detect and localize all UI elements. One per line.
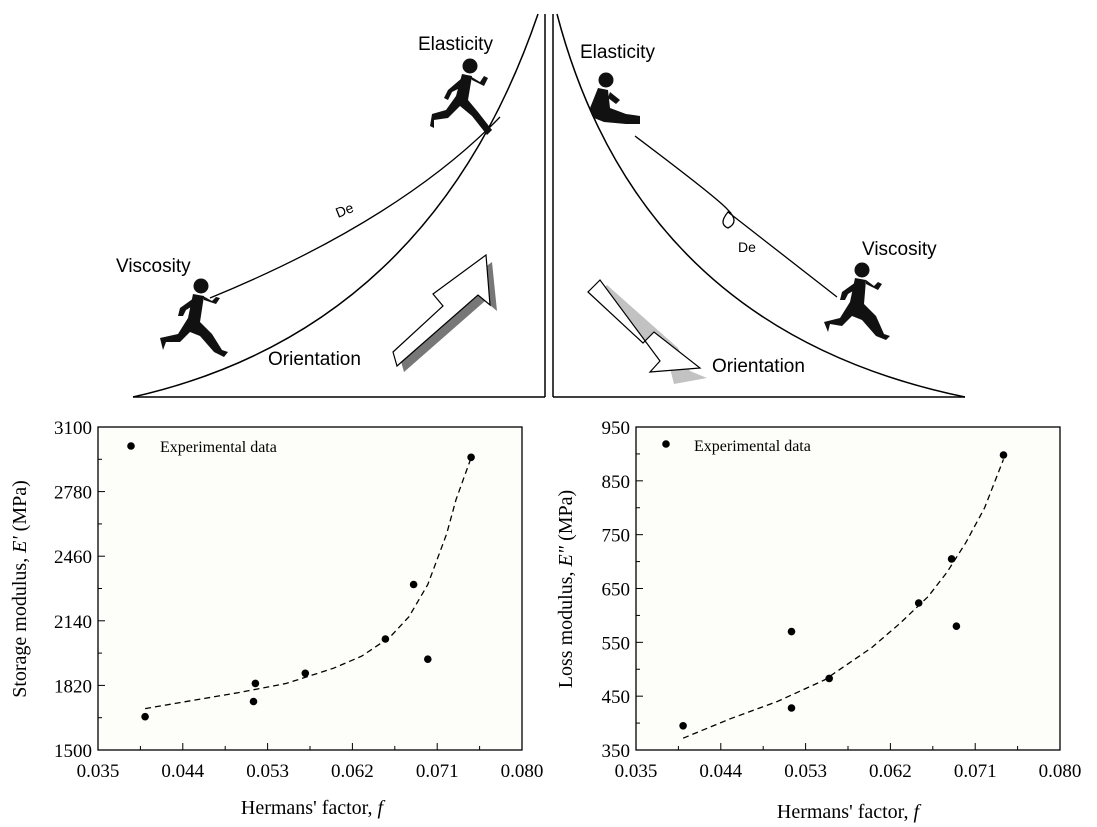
chart-frame xyxy=(635,426,1061,751)
legend-label: Experimental data xyxy=(694,438,811,455)
right-arrow-label: Orientation xyxy=(712,356,805,377)
y-axis-label: Storage modulus, E' (MPa) xyxy=(9,480,31,698)
up-arrow-icon xyxy=(392,253,491,368)
x-tick-label: 0.062 xyxy=(869,761,912,782)
left-inner-curve xyxy=(209,116,501,299)
right-inner-curve xyxy=(634,135,838,298)
x-tick-label: 0.053 xyxy=(246,761,289,782)
x-tick-label: 0.071 xyxy=(416,761,459,782)
y-tick-label: 2140 xyxy=(54,612,92,633)
y-tick-label: 1500 xyxy=(54,741,92,762)
fit-line xyxy=(144,460,471,710)
left-mid-label: De xyxy=(333,199,356,221)
y-tick-label: 950 xyxy=(602,418,631,439)
x-tick-label: 0.080 xyxy=(1039,761,1082,782)
axis-ticks: 0.035 0.044 0.053 0.062 0.071 0.080 350 450 550 6… xyxy=(602,418,1082,782)
x-tick-label: 0.053 xyxy=(784,761,827,782)
runner-viscosity-right-icon xyxy=(824,262,890,340)
x-tick-label: 0.035 xyxy=(77,761,120,782)
left-outer-curve xyxy=(132,13,539,398)
y-tick-label: 550 xyxy=(602,633,631,654)
y-tick-label: 650 xyxy=(602,580,631,601)
y-tick-label: 350 xyxy=(602,741,631,762)
fit-line xyxy=(682,459,1005,739)
fit-curve xyxy=(144,460,471,710)
runner-elasticity-icon xyxy=(430,58,492,135)
left-bottom-label: Viscosity xyxy=(116,256,191,277)
fit-curve xyxy=(682,459,1005,739)
x-tick-label: 0.044 xyxy=(699,761,742,782)
legend-marker xyxy=(662,440,670,448)
data-point xyxy=(409,580,418,589)
left-illustration: De Elasticity Viscosity Orientation xyxy=(116,13,546,398)
data-point xyxy=(952,622,961,630)
x-tick-label: 0.071 xyxy=(954,761,997,782)
data-point xyxy=(787,627,796,636)
data-point xyxy=(467,453,475,462)
x-axis-label: Hermans' factor, f xyxy=(241,797,386,819)
y-tick-label: 450 xyxy=(602,687,631,708)
data-point xyxy=(947,555,956,563)
x-tick-label: 0.035 xyxy=(615,761,658,782)
left-top-label: Elasticity xyxy=(418,34,493,55)
storage-modulus-chart: 0.035 0.044 0.053 0.062 0.071 0.080 1500 1820 21… xyxy=(9,418,543,819)
axis-ticks: 0.035 0.044 0.053 0.062 0.071 0.080 1500 1820 21… xyxy=(54,418,543,782)
right-mid-label: De xyxy=(738,239,756,255)
legend-label: Experimental data xyxy=(160,439,277,456)
right-bottom-label: Viscosity xyxy=(862,239,937,260)
down-arrow-icon xyxy=(587,279,702,373)
y-tick-label: 3100 xyxy=(54,418,92,439)
x-tick-label: 0.062 xyxy=(331,761,374,782)
data-point xyxy=(679,722,687,730)
chart-frame xyxy=(97,426,523,751)
y-axis-label: Loss modulus, E" (MPa) xyxy=(555,490,577,688)
y-tick-label: 2460 xyxy=(54,547,92,568)
y-tick-label: 850 xyxy=(602,472,631,493)
data-point xyxy=(251,679,260,688)
right-outer-curve xyxy=(556,13,966,398)
data-point xyxy=(999,451,1008,459)
legend-marker xyxy=(127,442,135,450)
right-top-label: Elasticity xyxy=(580,42,655,63)
x-tick-label: 0.080 xyxy=(501,761,544,782)
data-point xyxy=(249,697,258,706)
y-tick-label: 1820 xyxy=(54,676,92,697)
x-tick-label: 0.044 xyxy=(161,761,204,782)
y-tick-label: 750 xyxy=(602,526,631,547)
right-illustration: De Elasticity Viscosity Orientation xyxy=(552,13,966,398)
data-point xyxy=(424,655,432,663)
data-point xyxy=(141,712,149,721)
data-point xyxy=(825,674,833,683)
data-point xyxy=(381,635,390,643)
y-tick-label: 2780 xyxy=(54,483,92,504)
data-point xyxy=(914,599,923,607)
data-point xyxy=(301,669,310,678)
left-arrow-label: Orientation xyxy=(268,349,361,370)
runner-elasticity-sitting-icon xyxy=(590,72,640,124)
x-axis-label: Hermans' factor, f xyxy=(777,801,922,823)
loss-modulus-chart: 0.035 0.044 0.053 0.062 0.071 0.080 350 450 550 6… xyxy=(555,418,1081,823)
data-points xyxy=(679,451,1008,730)
data-point xyxy=(787,704,796,712)
data-points xyxy=(141,453,475,721)
runner-viscosity-icon xyxy=(160,278,228,357)
